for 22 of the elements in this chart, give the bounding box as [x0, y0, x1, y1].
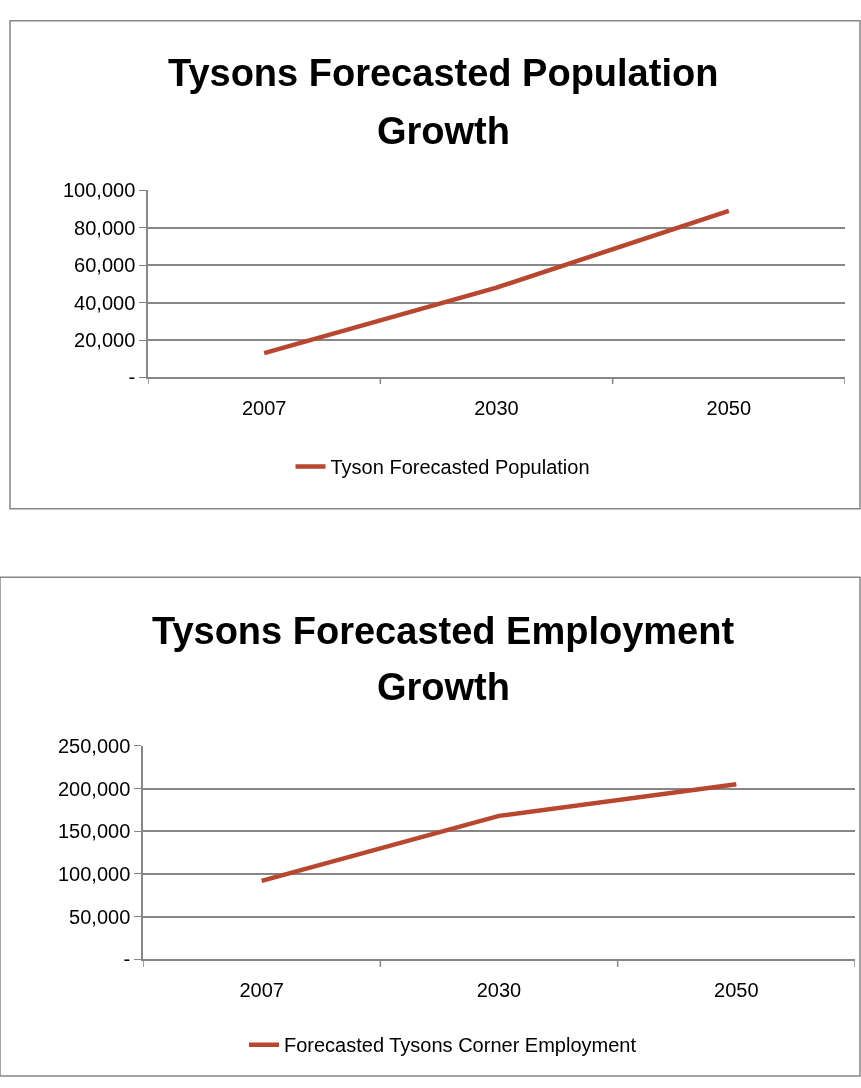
y-tick-label: - — [128, 366, 136, 389]
y-tick-label: 80,000 — [74, 216, 136, 239]
legend-label: Tyson Forecasted Population — [330, 456, 590, 479]
x-tick-label: 2007 — [241, 397, 287, 420]
y-tick-label: 100,000 — [57, 862, 131, 885]
chart-title: Tysons Forecasted Population Growth — [168, 52, 719, 152]
y-tick-label: 150,000 — [57, 820, 131, 843]
legend-label: Forecasted Tysons Corner Employment — [284, 1034, 637, 1057]
y-tick-label: 100,000 — [62, 179, 136, 202]
y-tick-label: 250,000 — [57, 734, 131, 757]
y-tick-label: 50,000 — [69, 905, 131, 928]
y-tick-label: 40,000 — [74, 291, 136, 314]
chart-title: Tysons Forecasted Employment Growth — [152, 610, 735, 708]
x-tick-label: 2050 — [714, 979, 759, 1002]
y-tick-label: 20,000 — [74, 329, 136, 352]
y-tick-label: 60,000 — [74, 254, 136, 277]
y-tick-label: - — [123, 948, 131, 971]
x-tick-label: 2007 — [239, 979, 284, 1002]
x-tick-label: 2030 — [474, 397, 519, 420]
x-tick-label: 2050 — [706, 397, 752, 420]
y-tick-label: 200,000 — [57, 777, 131, 800]
x-tick-label: 2030 — [476, 979, 522, 1002]
